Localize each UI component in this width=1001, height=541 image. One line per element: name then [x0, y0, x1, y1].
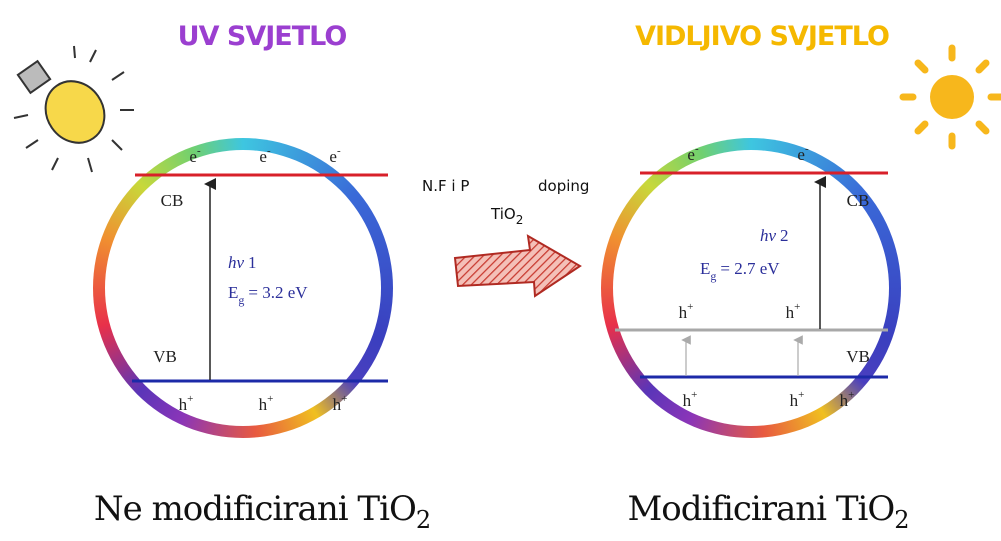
caption: Ne modificirani TiO2 — [94, 489, 430, 534]
hole: h+ — [179, 393, 194, 414]
hole: h+ — [259, 393, 274, 414]
symbol: h — [786, 303, 795, 322]
value: = 2.7 eV — [720, 259, 780, 278]
sub: 2 — [516, 213, 524, 227]
text: Ne modificirani TiO — [94, 489, 416, 529]
cb-label: CB — [161, 191, 184, 210]
charge: - — [805, 143, 809, 155]
symbol: hv — [760, 226, 777, 245]
electron: e- — [329, 145, 341, 166]
charge: - — [337, 145, 341, 157]
hole: h+ — [679, 301, 694, 322]
sub: g — [238, 293, 244, 307]
vb-label: VB — [846, 347, 870, 366]
symbol: h — [683, 391, 692, 410]
charge: + — [794, 301, 800, 313]
index: 2 — [780, 226, 789, 245]
caption: Modificirani TiO2 — [627, 489, 908, 534]
band-gap: Eg = 3.2 eV — [228, 283, 308, 307]
hole: h+ — [333, 393, 348, 414]
hole: h+ — [683, 389, 698, 410]
electron: e- — [797, 143, 809, 164]
right-ring — [601, 138, 901, 438]
symbol: h — [259, 395, 268, 414]
charge: + — [687, 301, 693, 313]
symbol: hv — [228, 253, 245, 272]
electron: e- — [687, 143, 699, 164]
sub: 2 — [416, 506, 430, 534]
charge: + — [848, 389, 854, 401]
symbol: h — [790, 391, 799, 410]
charge: + — [691, 389, 697, 401]
left-ring — [93, 138, 393, 438]
photon-label: hv 2 — [760, 226, 789, 245]
symbol: h — [179, 395, 188, 414]
symbol: e — [259, 147, 267, 166]
symbol: h — [840, 391, 849, 410]
text: Modificirani TiO — [627, 489, 894, 529]
dopants: N.F i P — [422, 177, 469, 195]
index: 1 — [248, 253, 257, 272]
light-title: VIDLJIVO SVJETLO — [635, 21, 889, 52]
doping-arrow — [453, 234, 582, 298]
charge: - — [197, 145, 201, 157]
sun-icon — [899, 44, 1001, 150]
symbol: e — [797, 145, 805, 164]
electron: e- — [259, 145, 271, 166]
charge: + — [267, 393, 273, 405]
symbol: E — [228, 283, 238, 302]
sub: 2 — [894, 506, 908, 534]
symbol: e — [329, 147, 337, 166]
vb-label: VB — [153, 347, 177, 366]
material: TiO2 — [490, 205, 523, 227]
symbol: e — [687, 145, 695, 164]
electron: e- — [189, 145, 201, 166]
charge: - — [267, 145, 271, 157]
symbol: h — [333, 395, 342, 414]
band-gap: Eg = 2.7 eV — [700, 259, 780, 283]
charge: - — [695, 143, 699, 155]
charge: + — [341, 393, 347, 405]
bulb-icon — [13, 45, 134, 173]
cb-label: CB — [847, 191, 870, 210]
hole: h+ — [840, 389, 855, 410]
charge: + — [798, 389, 804, 401]
symbol: h — [679, 303, 688, 322]
photon-label: hv 1 — [228, 253, 257, 272]
hole: h+ — [786, 301, 801, 322]
light-title: UV SVJETLO — [178, 21, 347, 52]
symbol: e — [189, 147, 197, 166]
process: doping — [538, 177, 589, 195]
hole: h+ — [790, 389, 805, 410]
symbol: E — [700, 259, 710, 278]
value: = 3.2 eV — [248, 283, 308, 302]
sub: g — [710, 269, 716, 283]
text: TiO — [490, 205, 516, 223]
charge: + — [187, 393, 193, 405]
